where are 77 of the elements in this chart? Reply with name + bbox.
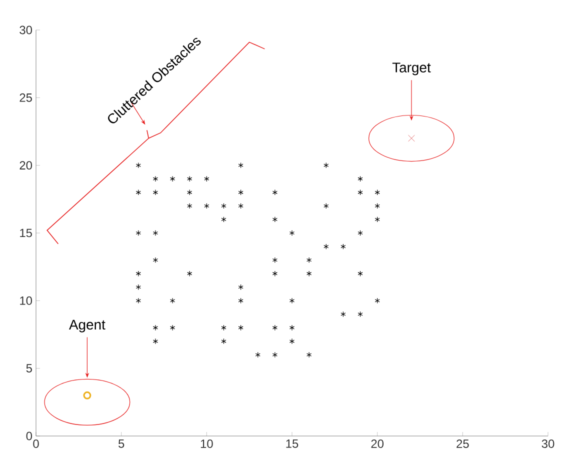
point — [324, 203, 329, 209]
point — [358, 230, 363, 236]
point — [152, 230, 158, 236]
point — [272, 190, 278, 196]
point — [204, 176, 210, 182]
point — [152, 338, 158, 344]
y-tick-label: 15 — [20, 228, 32, 238]
point — [238, 162, 244, 168]
point — [170, 298, 176, 304]
point — [289, 298, 295, 304]
point — [289, 230, 295, 236]
x-tick-label: 30 — [542, 440, 554, 448]
x-tick-label: 5 — [118, 440, 124, 448]
y-tick-label: 20 — [20, 161, 32, 170]
point — [152, 324, 158, 331]
point — [152, 190, 158, 196]
point — [221, 216, 226, 222]
point — [374, 203, 380, 209]
y-tick-label: 25 — [20, 93, 32, 102]
point — [324, 244, 329, 250]
point — [272, 216, 278, 222]
point — [187, 270, 192, 276]
point — [152, 176, 158, 182]
point — [238, 324, 244, 331]
y-tick-label: 30 — [20, 26, 32, 34]
point — [272, 324, 278, 331]
point — [238, 298, 244, 304]
point — [408, 134, 415, 142]
point — [187, 176, 192, 182]
point — [374, 190, 380, 196]
point — [306, 257, 312, 263]
y-tick-label: 5 — [26, 364, 32, 372]
point — [221, 338, 226, 344]
point — [289, 338, 295, 344]
point — [238, 284, 244, 290]
x-tick-label: 10 — [200, 440, 213, 448]
point — [324, 162, 329, 168]
point — [238, 203, 244, 209]
point — [136, 284, 141, 290]
point — [204, 203, 210, 209]
point — [221, 324, 226, 331]
point — [136, 270, 141, 276]
y-tick-label: 10 — [20, 296, 32, 305]
point — [83, 391, 92, 400]
point — [340, 311, 346, 318]
point — [187, 203, 192, 209]
point — [238, 190, 244, 196]
point — [340, 244, 346, 250]
x-tick-label: 0 — [33, 440, 39, 448]
point — [221, 203, 226, 209]
point — [136, 190, 141, 196]
point — [358, 176, 363, 182]
point — [374, 216, 380, 222]
point — [374, 298, 380, 304]
point — [255, 352, 260, 358]
point — [272, 352, 278, 358]
point — [187, 190, 192, 196]
point — [170, 324, 176, 331]
point — [306, 270, 312, 276]
point — [306, 352, 312, 358]
point — [170, 176, 176, 182]
x-tick-label: 15 — [286, 440, 298, 448]
x-tick-label: 20 — [371, 440, 384, 448]
point — [272, 270, 278, 276]
annotation: Target — [392, 62, 431, 76]
point — [136, 230, 141, 236]
point — [358, 190, 363, 196]
point — [358, 311, 363, 318]
point — [289, 324, 295, 331]
y-tick-label: 0 — [26, 432, 32, 440]
annotation: Agent — [69, 320, 106, 332]
point — [136, 162, 141, 168]
point — [272, 257, 278, 263]
x-tick-label: 25 — [456, 440, 469, 448]
point — [152, 257, 158, 263]
point — [136, 298, 141, 304]
point — [358, 270, 363, 276]
